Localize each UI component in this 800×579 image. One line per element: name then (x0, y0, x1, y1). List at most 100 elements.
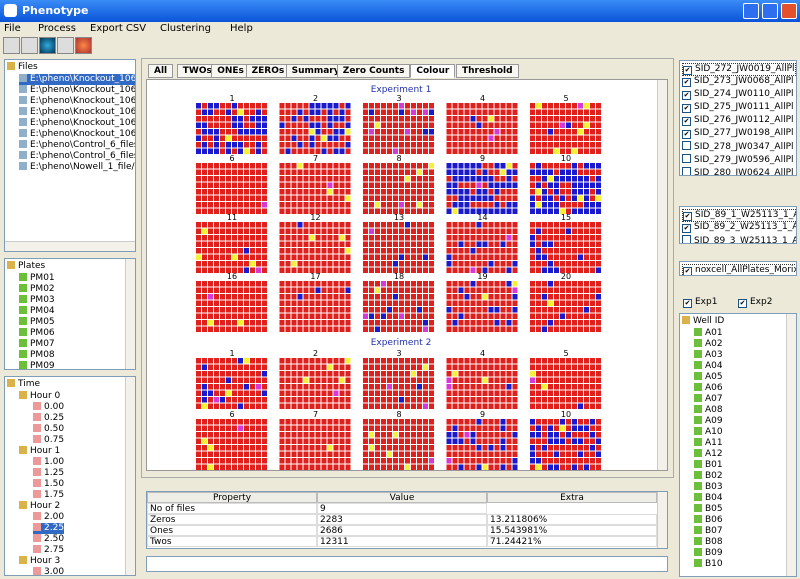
file-item[interactable]: E:\pheno\Control_6_files/S (19, 151, 135, 162)
menu-item[interactable]: Export CSV (90, 23, 147, 34)
time-item[interactable]: 0.25 (33, 413, 64, 424)
time-item[interactable]: 2.25 (33, 523, 65, 534)
checkbox[interactable] (682, 141, 691, 150)
well-item[interactable]: A02 (694, 339, 723, 350)
checkbox[interactable]: ✔ (682, 78, 691, 87)
well-item[interactable]: A07 (694, 394, 723, 405)
file-item[interactable]: E:\pheno\Nowell_1_file/no (19, 162, 135, 173)
plate-item[interactable]: PM04 (19, 306, 55, 317)
file-item[interactable]: E:\pheno\Control_6_files/S (19, 140, 135, 151)
tab[interactable]: ONEs (211, 64, 250, 78)
checkbox[interactable] (682, 167, 691, 175)
tab[interactable]: Threshold (456, 64, 519, 78)
well-item[interactable]: B07 (694, 526, 723, 537)
checkbox[interactable]: ✔ (682, 117, 691, 126)
file-item[interactable]: E:\pheno\Knockout_106_fil (19, 129, 135, 140)
well-item[interactable]: B10 (694, 559, 723, 570)
checkbox[interactable]: ✔ (683, 212, 692, 221)
tab[interactable]: Zero Counts (336, 64, 411, 78)
hour-node[interactable]: Hour 2 (19, 501, 60, 512)
check-item[interactable]: ✔ SID_277_JW0198_AllPl (682, 128, 794, 139)
tab[interactable]: ZEROs (245, 64, 291, 78)
time-item[interactable]: 2.00 (33, 512, 64, 523)
well-item[interactable]: B01 (694, 460, 723, 471)
checkbox[interactable]: ✔ (683, 299, 692, 308)
well-item[interactable]: B04 (694, 493, 723, 504)
tool-button[interactable] (21, 37, 38, 54)
plate-item[interactable]: PM09 (19, 361, 55, 369)
time-item[interactable]: 2.75 (33, 545, 64, 556)
checkbox[interactable]: ✔ (683, 66, 692, 75)
checkbox[interactable]: ✔ (682, 91, 691, 100)
plate-item[interactable]: PM01 (19, 273, 55, 284)
well-item[interactable]: A10 (694, 427, 723, 438)
time-item[interactable]: 0.00 (33, 402, 64, 413)
well-item[interactable]: B02 (694, 471, 723, 482)
well-item[interactable]: A04 (694, 361, 723, 372)
tree-root[interactable]: Files (7, 62, 38, 73)
plate-item[interactable]: PM03 (19, 295, 55, 306)
tree-root[interactable]: Plates (7, 261, 45, 272)
check-item[interactable]: SID_278_JW0347_AllPl (682, 141, 794, 153)
check-item[interactable]: ✔ SID_89_2_W25113_1_A (682, 222, 796, 233)
tree-root[interactable]: Well ID (682, 316, 724, 327)
file-item[interactable]: E:\pheno\Knockout_106_fi (19, 74, 135, 85)
menu-item[interactable]: Help (230, 23, 253, 34)
tool-button[interactable] (57, 37, 74, 54)
maximize-button[interactable] (762, 3, 778, 19)
hour-node[interactable]: Hour 3 (19, 556, 60, 567)
check-item[interactable]: ✔ SID_276_JW0112_AllPl (682, 115, 794, 126)
time-item[interactable]: 1.00 (33, 457, 64, 468)
plate-item[interactable]: PM02 (19, 284, 55, 295)
checkbox[interactable] (682, 235, 691, 243)
checkbox[interactable]: ✔ (682, 104, 691, 113)
check-item[interactable]: SID_89_3_W25113_1_A (682, 235, 796, 243)
tree-root[interactable]: Time (7, 379, 40, 390)
check-item[interactable]: SID_279_JW0596_AllPl (682, 154, 794, 166)
plate-item[interactable]: PM08 (19, 350, 55, 361)
tab[interactable]: Colour (410, 64, 456, 78)
menu-item[interactable]: Clustering (160, 23, 211, 34)
close-button[interactable] (781, 3, 797, 19)
file-item[interactable]: E:\pheno\Knockout_106_fil (19, 85, 135, 96)
tool-button[interactable] (3, 37, 20, 54)
time-item[interactable]: 2.50 (33, 534, 64, 545)
well-item[interactable]: A06 (694, 383, 723, 394)
well-item[interactable]: A12 (694, 449, 723, 460)
menu-item[interactable]: Process (38, 23, 76, 34)
time-item[interactable]: 1.75 (33, 490, 64, 501)
check-item[interactable]: SID_280_JW0624_AllPl (682, 167, 794, 175)
well-item[interactable]: A01 (694, 328, 723, 339)
checkbox[interactable]: ✔ (683, 267, 692, 275)
checkbox[interactable]: ✔ (682, 130, 691, 139)
check-item[interactable]: ✔noxcell_AllPlates_Morixno (682, 264, 796, 275)
well-item[interactable]: A05 (694, 372, 723, 383)
plate-item[interactable]: PM05 (19, 317, 55, 328)
well-item[interactable]: B05 (694, 504, 723, 515)
check-item[interactable]: ✔ SID_272_JW0019_AllPl (682, 63, 796, 76)
tool-button[interactable] (75, 37, 92, 54)
file-item[interactable]: E:\pheno\Knockout_106_fil (19, 96, 135, 107)
plate-item[interactable]: PM06 (19, 328, 55, 339)
tab[interactable]: Summary (285, 64, 346, 78)
well-item[interactable]: A09 (694, 416, 723, 427)
time-item[interactable]: 0.50 (33, 424, 64, 435)
check-item[interactable]: ✔ SID_89_1_W25113_1_A (682, 209, 796, 222)
plate-item[interactable]: PM07 (19, 339, 55, 350)
check-item[interactable]: ✔ SID_273_JW0068_AllPl (682, 76, 794, 87)
minimize-button[interactable] (743, 3, 759, 19)
well-item[interactable]: B03 (694, 482, 723, 493)
menu-item[interactable]: File (4, 23, 21, 34)
well-item[interactable]: A11 (694, 438, 723, 449)
tool-button[interactable] (39, 37, 56, 54)
check-item[interactable]: ✔ SID_275_JW0111_AllPl (682, 102, 794, 113)
checkbox[interactable]: ✔ (682, 224, 691, 233)
well-item[interactable]: B09 (694, 548, 723, 559)
well-item[interactable]: A03 (694, 350, 723, 361)
file-item[interactable]: E:\pheno\Knockout_106_fil (19, 107, 135, 118)
experiment-check[interactable]: ✔ Exp2 (738, 297, 772, 308)
check-item[interactable]: ✔ SID_274_JW0110_AllPl (682, 89, 794, 100)
hour-node[interactable]: Hour 1 (19, 446, 60, 457)
time-item[interactable]: 0.75 (33, 435, 64, 446)
time-item[interactable]: 1.50 (33, 479, 64, 490)
